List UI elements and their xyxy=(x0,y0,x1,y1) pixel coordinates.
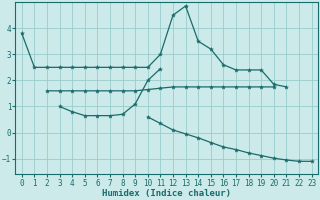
X-axis label: Humidex (Indice chaleur): Humidex (Indice chaleur) xyxy=(102,189,231,198)
